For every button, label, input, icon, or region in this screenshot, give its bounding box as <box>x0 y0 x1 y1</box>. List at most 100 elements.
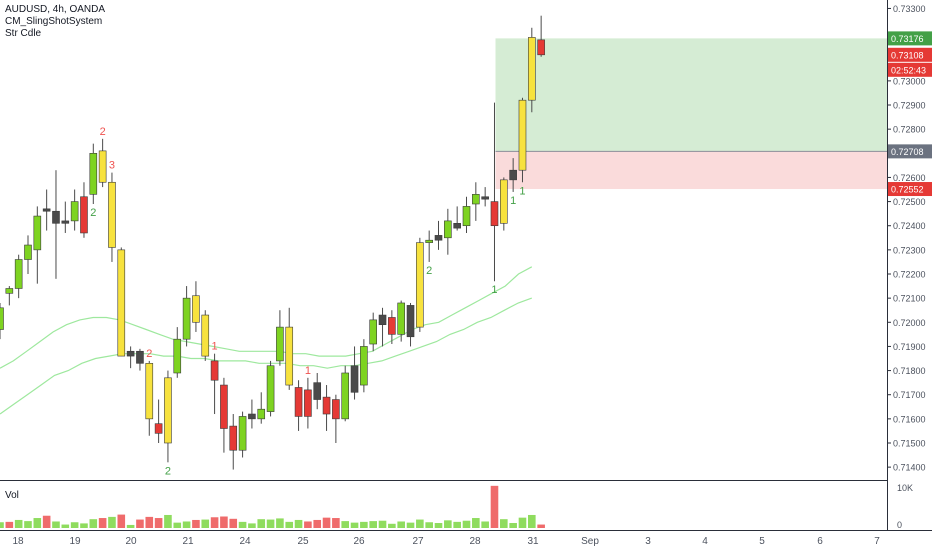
current-price-badge <box>888 47 932 62</box>
candle-body[interactable] <box>444 220 452 239</box>
time-tick-label: 25 <box>297 536 309 547</box>
candle-body[interactable] <box>248 413 256 420</box>
candle-body[interactable] <box>481 196 489 200</box>
candle-body[interactable] <box>5 288 14 294</box>
candle-body[interactable] <box>108 181 116 248</box>
symbol-title[interactable]: AUDUSD, 4h, OANDA <box>5 4 106 15</box>
candle-body[interactable] <box>192 295 200 323</box>
candle-body[interactable] <box>518 99 527 171</box>
candle-body[interactable] <box>14 259 23 289</box>
candle-body[interactable] <box>528 37 536 101</box>
candle-body[interactable] <box>472 194 480 205</box>
signal-marker-label: 1 <box>519 185 525 197</box>
candle-body[interactable] <box>266 365 275 412</box>
candle-body[interactable] <box>70 201 79 222</box>
candle-body[interactable] <box>52 210 60 224</box>
price-tick-label: 0.71500 <box>893 438 926 448</box>
volume-bar <box>406 522 415 528</box>
volume-bar <box>117 514 126 528</box>
candle-body[interactable] <box>425 239 433 243</box>
volume-bar <box>500 519 508 528</box>
signal-marker-label: 2 <box>426 265 432 277</box>
price-tick-label: 0.72800 <box>893 125 926 135</box>
volume-bar <box>136 519 144 528</box>
volume-pane-label[interactable]: Vol <box>5 490 19 501</box>
candle-body[interactable] <box>416 242 424 328</box>
time-tick-label: 3 <box>645 536 651 547</box>
candle-body[interactable] <box>33 215 42 251</box>
candle-body[interactable] <box>154 423 163 434</box>
candle-body[interactable] <box>257 408 266 420</box>
price-tick-label: 0.72300 <box>893 245 926 255</box>
signal-marker-label: 3 <box>109 160 115 172</box>
volume-bar <box>294 519 303 528</box>
candle-body[interactable] <box>378 314 387 326</box>
candle-body[interactable] <box>537 39 545 56</box>
candle-body[interactable] <box>238 416 247 451</box>
time-tick-label: 18 <box>12 536 24 547</box>
candle-body[interactable] <box>388 317 396 335</box>
candle-body[interactable] <box>276 326 284 362</box>
volume-bar <box>126 524 135 528</box>
volume-bar <box>266 519 275 528</box>
volume-bar <box>108 516 116 528</box>
candle-body[interactable] <box>24 244 32 260</box>
signal-marker-label: 1 <box>305 365 311 377</box>
volume-bar <box>14 519 23 528</box>
candle-body[interactable] <box>406 305 415 338</box>
candle-body[interactable] <box>332 399 340 420</box>
candle-body[interactable] <box>136 350 144 364</box>
volume-bar <box>276 518 284 528</box>
candle-body[interactable] <box>341 372 350 420</box>
candle-body[interactable] <box>182 297 191 340</box>
volume-bar <box>462 520 471 528</box>
candle-body[interactable] <box>350 365 359 393</box>
candle-body[interactable] <box>145 363 154 420</box>
candle-body[interactable] <box>500 179 508 224</box>
candle-body[interactable] <box>173 338 182 374</box>
candle-body[interactable] <box>220 384 228 429</box>
volume-bar <box>229 518 238 528</box>
time-tick-label: 7 <box>874 536 880 547</box>
candle-body[interactable] <box>490 201 499 227</box>
candle-body[interactable] <box>89 152 98 195</box>
candle-body[interactable] <box>61 220 70 224</box>
candle-body[interactable] <box>369 319 378 345</box>
price-tick-label: 0.71900 <box>893 342 926 352</box>
candle-body[interactable] <box>294 387 303 417</box>
candle-body[interactable] <box>229 425 238 451</box>
entry-price-badge-text: 0.72708 <box>891 147 924 157</box>
candle-body[interactable] <box>434 235 443 241</box>
volume-bar <box>33 518 42 528</box>
candle-body[interactable] <box>164 377 172 444</box>
indicator-strcdle-label[interactable]: Str Cdle <box>5 28 42 39</box>
candle-body[interactable] <box>322 396 331 415</box>
volume-bar <box>350 522 359 528</box>
profit-zone[interactable] <box>495 38 887 152</box>
candle-body[interactable] <box>80 196 88 234</box>
volume-tick-label: 10K <box>897 483 913 493</box>
candle-body[interactable] <box>285 326 294 386</box>
candle-body[interactable] <box>126 350 135 357</box>
candle-body[interactable] <box>462 206 471 227</box>
candle-body[interactable] <box>42 208 51 212</box>
candle-body[interactable] <box>313 382 322 400</box>
candle-body[interactable] <box>509 169 517 181</box>
candle-body[interactable] <box>0 307 4 330</box>
candle-body[interactable] <box>201 314 210 357</box>
volume-bar <box>528 514 536 528</box>
candle-body[interactable] <box>210 360 219 381</box>
candle-body[interactable] <box>453 223 461 229</box>
volume-bar <box>388 523 396 528</box>
loss-zone[interactable] <box>495 151 887 190</box>
indicator-slingshot-label[interactable]: CM_SlingShotSystem <box>5 16 103 27</box>
candle-body[interactable] <box>360 346 368 386</box>
time-tick-label: 5 <box>759 536 765 547</box>
candle-body[interactable] <box>117 249 126 357</box>
candle-body[interactable] <box>397 302 405 335</box>
candle-body[interactable] <box>98 150 107 183</box>
candle-body[interactable] <box>304 389 312 417</box>
volume-bar <box>537 524 545 528</box>
